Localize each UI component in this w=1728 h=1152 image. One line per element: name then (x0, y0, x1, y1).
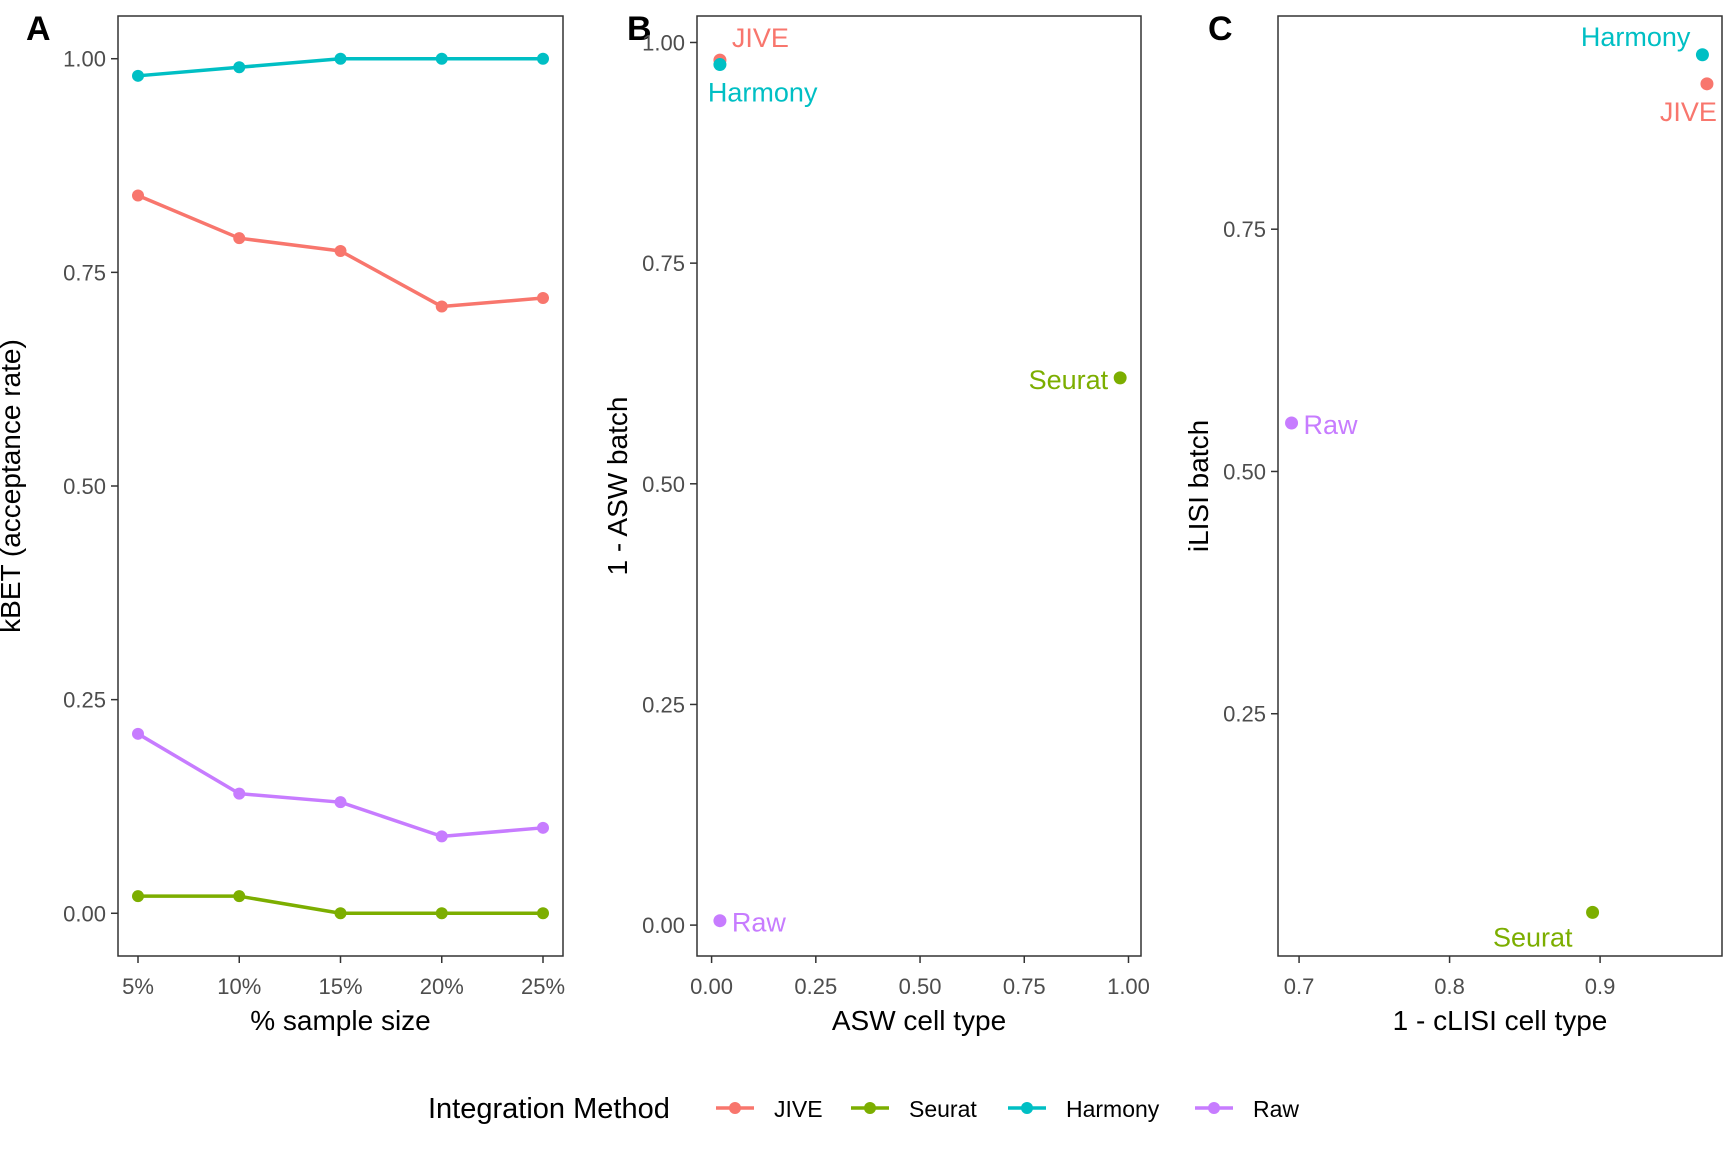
point-label-jive: JIVE (732, 23, 789, 53)
x-tick-label: 1.00 (1107, 974, 1150, 999)
x-axis-title: 1 - cLISI cell type (1393, 1005, 1608, 1036)
panel-label: C (1208, 10, 1233, 48)
y-tick-label: 1.00 (63, 47, 106, 72)
data-point-harmony (132, 69, 144, 82)
y-axis-title: 1 - ASW batch (602, 397, 633, 576)
x-axis-title: ASW cell type (832, 1005, 1006, 1036)
x-tick-label: 0.00 (690, 974, 733, 999)
point-label-seurat: Seurat (1493, 922, 1573, 952)
panel-c: C 1 - cLISI cell type iLISI batch 0.25 0.50 0… (1183, 10, 1723, 1036)
panel-label: B (627, 10, 652, 48)
data-point-seurat (1113, 371, 1127, 385)
data-point-harmony (1695, 48, 1709, 62)
y-tick-label: 0.50 (642, 472, 685, 497)
x-tick-label: 15% (318, 974, 362, 999)
series-line-raw (137, 732, 544, 839)
legend-title: Integration Method (428, 1093, 670, 1125)
x-axis-title: % sample size (250, 1005, 431, 1036)
data-point-jive (435, 300, 448, 313)
legend-key-point-raw (1208, 1102, 1220, 1114)
data-point-seurat (334, 907, 347, 920)
point-label-harmony: Harmony (708, 78, 818, 108)
y-tick-label: 0.25 (642, 692, 685, 717)
x-tick-label: 20% (420, 974, 464, 999)
panel-b: B ASW cell type 1 - ASW batch 0.00 0.25 0.50 0… (602, 10, 1150, 1036)
legend-label-jive: JIVE (774, 1096, 823, 1122)
panel-label: A (26, 10, 51, 48)
data-point-harmony (435, 52, 448, 65)
data-point-raw (537, 821, 549, 834)
x-tick-label: 10% (217, 974, 261, 999)
data-point-seurat (537, 907, 549, 920)
panel-a: A % sample size kBET (acceptance rate) 0.00… (0, 10, 565, 1036)
point-label-jive: JIVE (1660, 97, 1717, 127)
y-tick-label: 0.25 (1223, 702, 1266, 727)
legend-key-point-jive (729, 1102, 741, 1114)
data-point-raw (435, 830, 448, 843)
legend: Integration Method JIVE Seurat Harmony Raw (428, 1093, 1299, 1125)
data-point-raw (334, 796, 347, 809)
point-label-seurat: Seurat (1029, 365, 1109, 395)
data-point-seurat (132, 890, 144, 903)
point-label-raw: Raw (732, 908, 787, 938)
data-point-harmony (334, 52, 347, 65)
data-point-harmony (233, 61, 246, 74)
legend-label-raw: Raw (1253, 1096, 1299, 1122)
x-tick-label: 5% (122, 974, 154, 999)
y-axis-title: iLISI batch (1183, 420, 1214, 552)
y-tick-label: 0.25 (63, 688, 106, 713)
panel-frame (696, 15, 1142, 957)
panel-frame (117, 15, 564, 957)
data-point-jive (233, 232, 246, 245)
data-point-seurat (233, 890, 246, 903)
y-tick-label: 0.50 (1223, 459, 1266, 484)
data-point-seurat (1586, 905, 1600, 919)
y-tick-label: 0.75 (642, 251, 685, 276)
legend-label-harmony: Harmony (1066, 1096, 1160, 1122)
y-tick-label: 1.00 (642, 30, 685, 55)
x-tick-label: 25% (521, 974, 565, 999)
legend-key-point-seurat (864, 1102, 876, 1114)
data-point-harmony (713, 58, 727, 72)
x-tick-label: 0.25 (794, 974, 837, 999)
x-tick-label: 0.9 (1585, 974, 1616, 999)
y-tick-label: 0.75 (1223, 217, 1266, 242)
point-label-harmony: Harmony (1581, 22, 1691, 52)
x-tick-label: 0.50 (899, 974, 942, 999)
legend-key-point-harmony (1021, 1102, 1033, 1114)
data-point-raw (1285, 416, 1299, 430)
data-point-jive (132, 189, 144, 202)
panel-frame (1277, 15, 1723, 957)
data-point-harmony (537, 52, 549, 65)
y-axis-title: kBET (acceptance rate) (0, 339, 26, 633)
data-point-raw (132, 727, 144, 740)
x-tick-label: 0.7 (1284, 974, 1315, 999)
data-point-jive (1700, 77, 1714, 91)
y-tick-label: 0.50 (63, 474, 106, 499)
data-point-raw (233, 787, 246, 800)
legend-label-seurat: Seurat (909, 1096, 977, 1122)
point-label-raw: Raw (1304, 410, 1359, 440)
y-tick-label: 0.00 (63, 901, 106, 926)
x-tick-label: 0.75 (1003, 974, 1046, 999)
data-point-jive (334, 245, 347, 257)
y-tick-label: 0.00 (642, 913, 685, 938)
data-point-seurat (435, 907, 448, 920)
data-point-raw (713, 914, 727, 928)
x-tick-label: 0.8 (1434, 974, 1465, 999)
y-tick-label: 0.75 (63, 260, 106, 285)
data-point-jive (537, 292, 549, 304)
